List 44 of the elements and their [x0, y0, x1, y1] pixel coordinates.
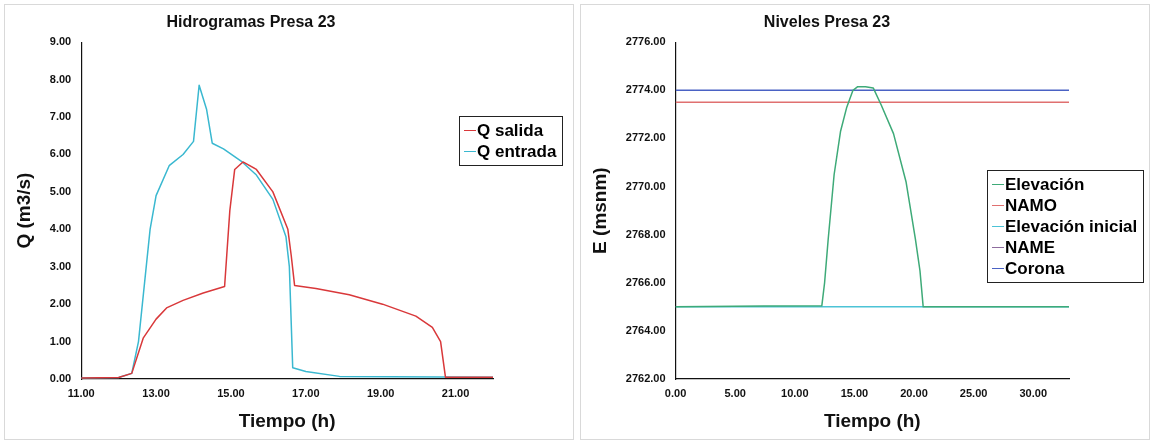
y-tick-label: 8.00 — [49, 72, 72, 85]
y-tick-label: 0.00 — [49, 372, 72, 385]
y-tick-label: 7.00 — [49, 110, 72, 123]
legend-label: Elevación — [1005, 174, 1085, 196]
y-tick-label: 6.00 — [49, 147, 72, 160]
y-tick-label: 4.00 — [49, 222, 72, 235]
x-axis-title: Tiempo (h) — [238, 409, 336, 431]
x-tick-label: 13.00 — [142, 386, 170, 399]
x-axis-title: Tiempo (h) — [823, 409, 921, 431]
y-tick-label: 2772.00 — [625, 131, 666, 144]
y-tick-label: 2774.00 — [625, 83, 666, 96]
x-tick-label: 20.00 — [900, 386, 928, 399]
x-tick-label: 15.00 — [217, 386, 245, 399]
y-tick-label: 9.00 — [49, 35, 72, 48]
x-tick-label: 30.00 — [1019, 386, 1047, 399]
x-tick-label: 15.00 — [840, 386, 869, 399]
chart-title: Niveles Presa 23 — [763, 13, 891, 31]
x-tick-label: 0.00 — [664, 386, 687, 399]
y-tick-label: 2770.00 — [625, 179, 666, 192]
legend-label: Corona — [1005, 258, 1065, 280]
y-axis-title: Q (m3/s) — [12, 172, 34, 249]
y-tick-label: 2768.00 — [625, 227, 666, 240]
y-tick-label: 2764.00 — [625, 323, 666, 336]
y-tick-label: 2766.00 — [625, 275, 666, 288]
legend-label: Elevación inicial — [1005, 216, 1138, 238]
y-tick-label: 2762.00 — [625, 372, 666, 385]
y-axis-title: E (msnm) — [588, 167, 610, 254]
x-tick-label: 5.00 — [724, 386, 746, 399]
chart-title: Hidrogramas Presa 23 — [166, 13, 336, 31]
legend-label: NAME — [1005, 237, 1056, 259]
x-tick-label: 11.00 — [67, 386, 95, 399]
y-tick-label: 2.00 — [49, 297, 72, 310]
x-tick-label: 25.00 — [959, 386, 988, 399]
legend-label: Q salida — [477, 120, 544, 142]
y-tick-label: 3.00 — [49, 259, 72, 272]
x-tick-label: 10.00 — [781, 386, 809, 399]
x-tick-label: 19.00 — [366, 386, 395, 399]
y-tick-label: 5.00 — [49, 184, 72, 197]
legend-label: NAMO — [1005, 195, 1057, 217]
y-tick-label: 1.00 — [49, 334, 72, 347]
legend-label: Q entrada — [477, 141, 557, 163]
x-tick-label: 17.00 — [292, 386, 320, 399]
y-tick-label: 2776.00 — [625, 35, 666, 48]
x-tick-label: 21.00 — [441, 386, 470, 399]
